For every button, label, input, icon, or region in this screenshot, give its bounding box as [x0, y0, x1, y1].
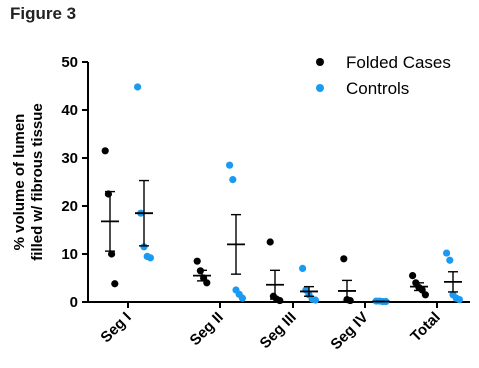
data-point [421, 291, 429, 299]
series-1 [134, 83, 463, 306]
data-point [193, 257, 201, 265]
y-tick-label: 30 [61, 150, 78, 167]
data-point [266, 238, 274, 246]
y-tick-label: 50 [61, 54, 78, 71]
data-point [455, 296, 463, 304]
data-point [140, 243, 148, 251]
data-point [101, 147, 109, 155]
x-tick-label: Total [407, 309, 444, 346]
data-point [238, 294, 246, 302]
data-point [276, 296, 284, 305]
x-tick-label: Seg IV [327, 309, 371, 353]
figure-label: Figure 3 [10, 4, 77, 23]
legend-marker [316, 84, 324, 92]
data-point [446, 256, 454, 264]
data-point [409, 272, 417, 280]
data-point [226, 161, 234, 169]
x-tick-label: Seg I [97, 309, 134, 346]
y-tick-label: 20 [61, 198, 78, 215]
data-point [443, 249, 451, 257]
x-tick-label: Seg II [187, 309, 227, 349]
y-axis-label-line2: filled w/ fibrous tissue [29, 103, 46, 261]
y-axis-label-line1: % volume of lumen [11, 114, 28, 251]
legend-label: Folded Cases [346, 53, 451, 72]
legend-label: Controls [346, 79, 409, 98]
data-point [346, 296, 354, 305]
data-point [229, 176, 237, 184]
data-point [108, 250, 116, 258]
legend-marker [316, 58, 324, 66]
series-0 [101, 147, 429, 305]
y-tick-label: 0 [70, 294, 78, 311]
data-point [146, 254, 154, 262]
data-point [311, 296, 319, 304]
data-point [134, 83, 142, 91]
data-point [299, 264, 307, 272]
y-tick-label: 10 [61, 246, 78, 263]
data-point [111, 280, 119, 288]
data-point [340, 255, 348, 263]
x-tick-label: Seg III [257, 309, 300, 352]
y-tick-label: 40 [61, 102, 78, 119]
